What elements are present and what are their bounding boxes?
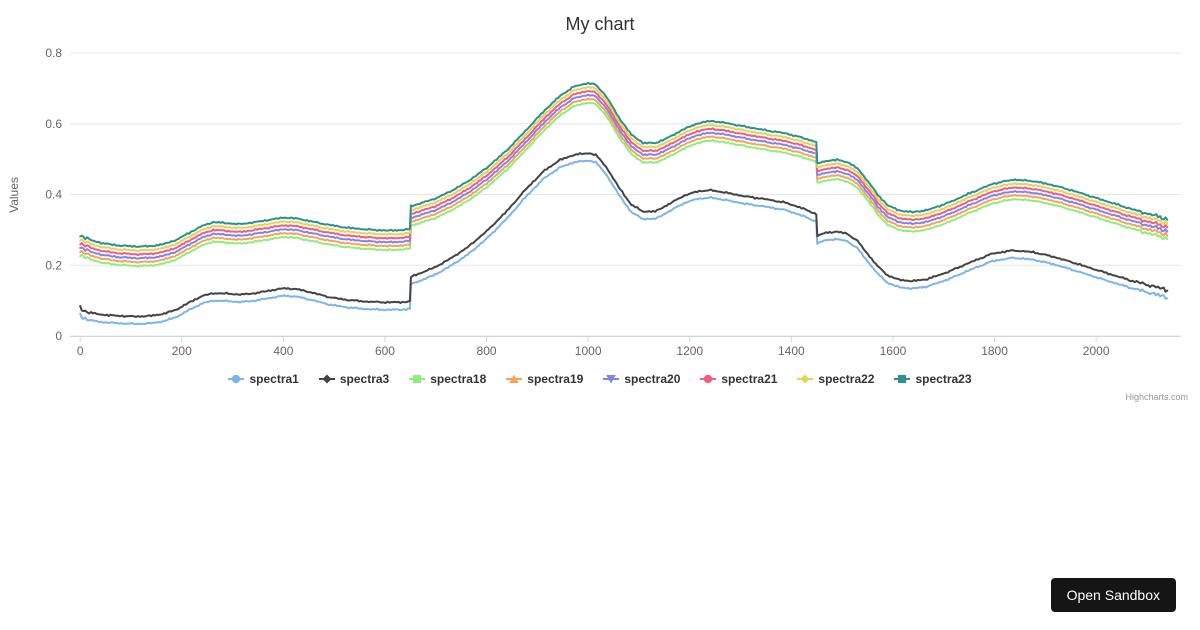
legend-label: spectra22 <box>818 372 875 386</box>
yaxis-tick-label: 0.2 <box>45 258 62 272</box>
legend-item-spectra21[interactable]: spectra21 <box>700 372 777 386</box>
series-spectra20[interactable] <box>79 93 1169 260</box>
legend-marker-triangle-down-icon <box>603 375 620 384</box>
legend-label: spectra18 <box>430 372 487 386</box>
legend-marker-diamond-icon <box>797 374 814 384</box>
yaxis-tick-label: 0.8 <box>45 46 62 60</box>
xaxis-tick-label: 1200 <box>676 344 703 358</box>
legend-label: spectra21 <box>721 372 778 386</box>
xaxis-tick-label: 1800 <box>981 344 1008 358</box>
xaxis-tick-label: 1600 <box>880 344 907 358</box>
legend-item-spectra1[interactable]: spectra1 <box>228 372 299 386</box>
legend: spectra1 spectra3 spectra18 spectra19 spectr… <box>0 372 1200 386</box>
xaxis-tick-label: 1400 <box>778 344 805 358</box>
series-spectra21[interactable] <box>79 90 1169 257</box>
yaxis-tick-label: 0 <box>55 329 62 343</box>
series-spectra18[interactable] <box>79 101 1169 268</box>
highcharts-chart: My chart Values 0 0.2 0.4 0.6 0.8 0 200 400 600 8… <box>0 0 1200 410</box>
xaxis-tick-label: 400 <box>273 344 293 358</box>
series-spectra19[interactable] <box>79 97 1169 264</box>
legend-item-spectra23[interactable]: spectra23 <box>894 372 972 386</box>
xaxis-tick-label: 600 <box>375 344 395 358</box>
legend-item-spectra18[interactable]: spectra18 <box>409 372 486 386</box>
yaxis-tick-label: 0.6 <box>45 117 62 131</box>
highcharts-credits-link[interactable]: Highcharts.com <box>1125 392 1188 402</box>
legend-label: spectra20 <box>624 372 681 386</box>
xaxis-tick-label: 800 <box>477 344 497 358</box>
plot-area[interactable]: 0 0.2 0.4 0.6 0.8 0 200 400 600 800 1000 1200 1400 16… <box>0 0 1200 410</box>
xaxis-tick-label: 200 <box>172 344 192 358</box>
xaxis-tick-label: 1000 <box>575 344 602 358</box>
legend-item-spectra20[interactable]: spectra20 <box>603 372 680 386</box>
legend-label: spectra1 <box>249 372 299 386</box>
chart-title: My chart <box>565 14 635 34</box>
legend-marker-diamond-icon <box>318 374 335 384</box>
xaxis-tick-label: 0 <box>77 344 84 358</box>
legend-item-spectra19[interactable]: spectra19 <box>506 372 583 386</box>
legend-marker-square-icon <box>409 375 426 383</box>
legend-marker-circle-icon <box>228 374 245 384</box>
legend-label: spectra3 <box>339 372 390 386</box>
legend-item-spectra22[interactable]: spectra22 <box>797 372 874 386</box>
legend-label: spectra23 <box>915 372 972 386</box>
series-spectra1[interactable] <box>79 159 1169 326</box>
yaxis-tick-label: 0.4 <box>45 188 62 202</box>
open-sandbox-button[interactable]: Open Sandbox <box>1050 578 1176 612</box>
legend-item-spectra3[interactable]: spectra3 <box>318 372 390 386</box>
series-spectra23[interactable] <box>79 81 1169 248</box>
series-spectra3[interactable] <box>79 152 1169 318</box>
legend-marker-square-icon <box>894 375 911 383</box>
legend-marker-circle-icon <box>700 374 717 384</box>
legend-label: spectra19 <box>527 372 584 386</box>
xaxis-tick-label: 2000 <box>1083 344 1110 358</box>
legend-marker-triangle-icon <box>506 374 523 383</box>
series-spectra22[interactable] <box>79 85 1169 252</box>
